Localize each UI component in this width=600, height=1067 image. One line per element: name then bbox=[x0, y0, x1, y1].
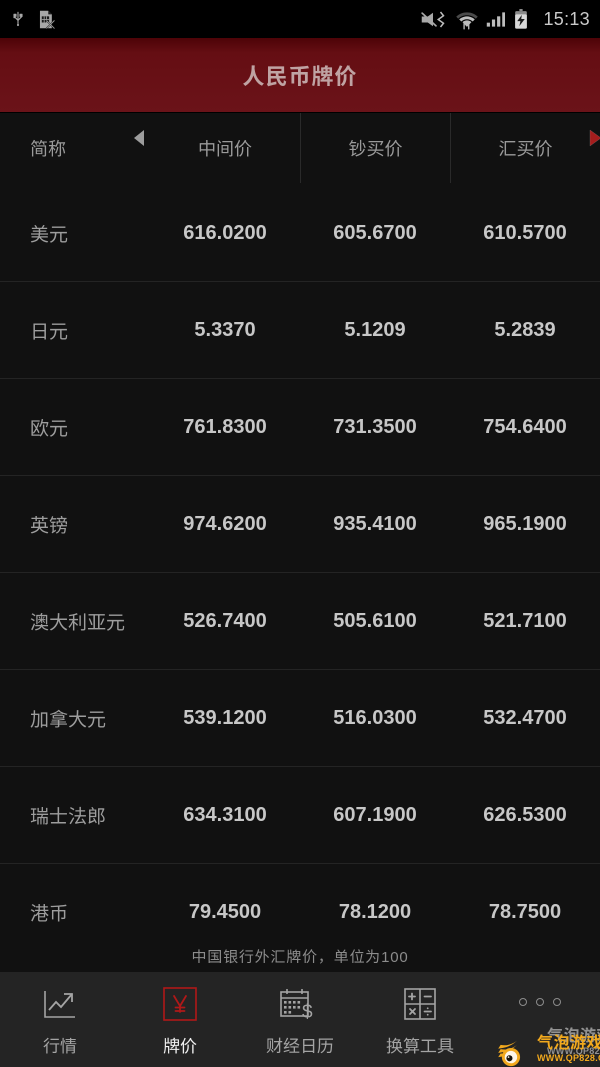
svg-text:$: $ bbox=[302, 1002, 313, 1020]
